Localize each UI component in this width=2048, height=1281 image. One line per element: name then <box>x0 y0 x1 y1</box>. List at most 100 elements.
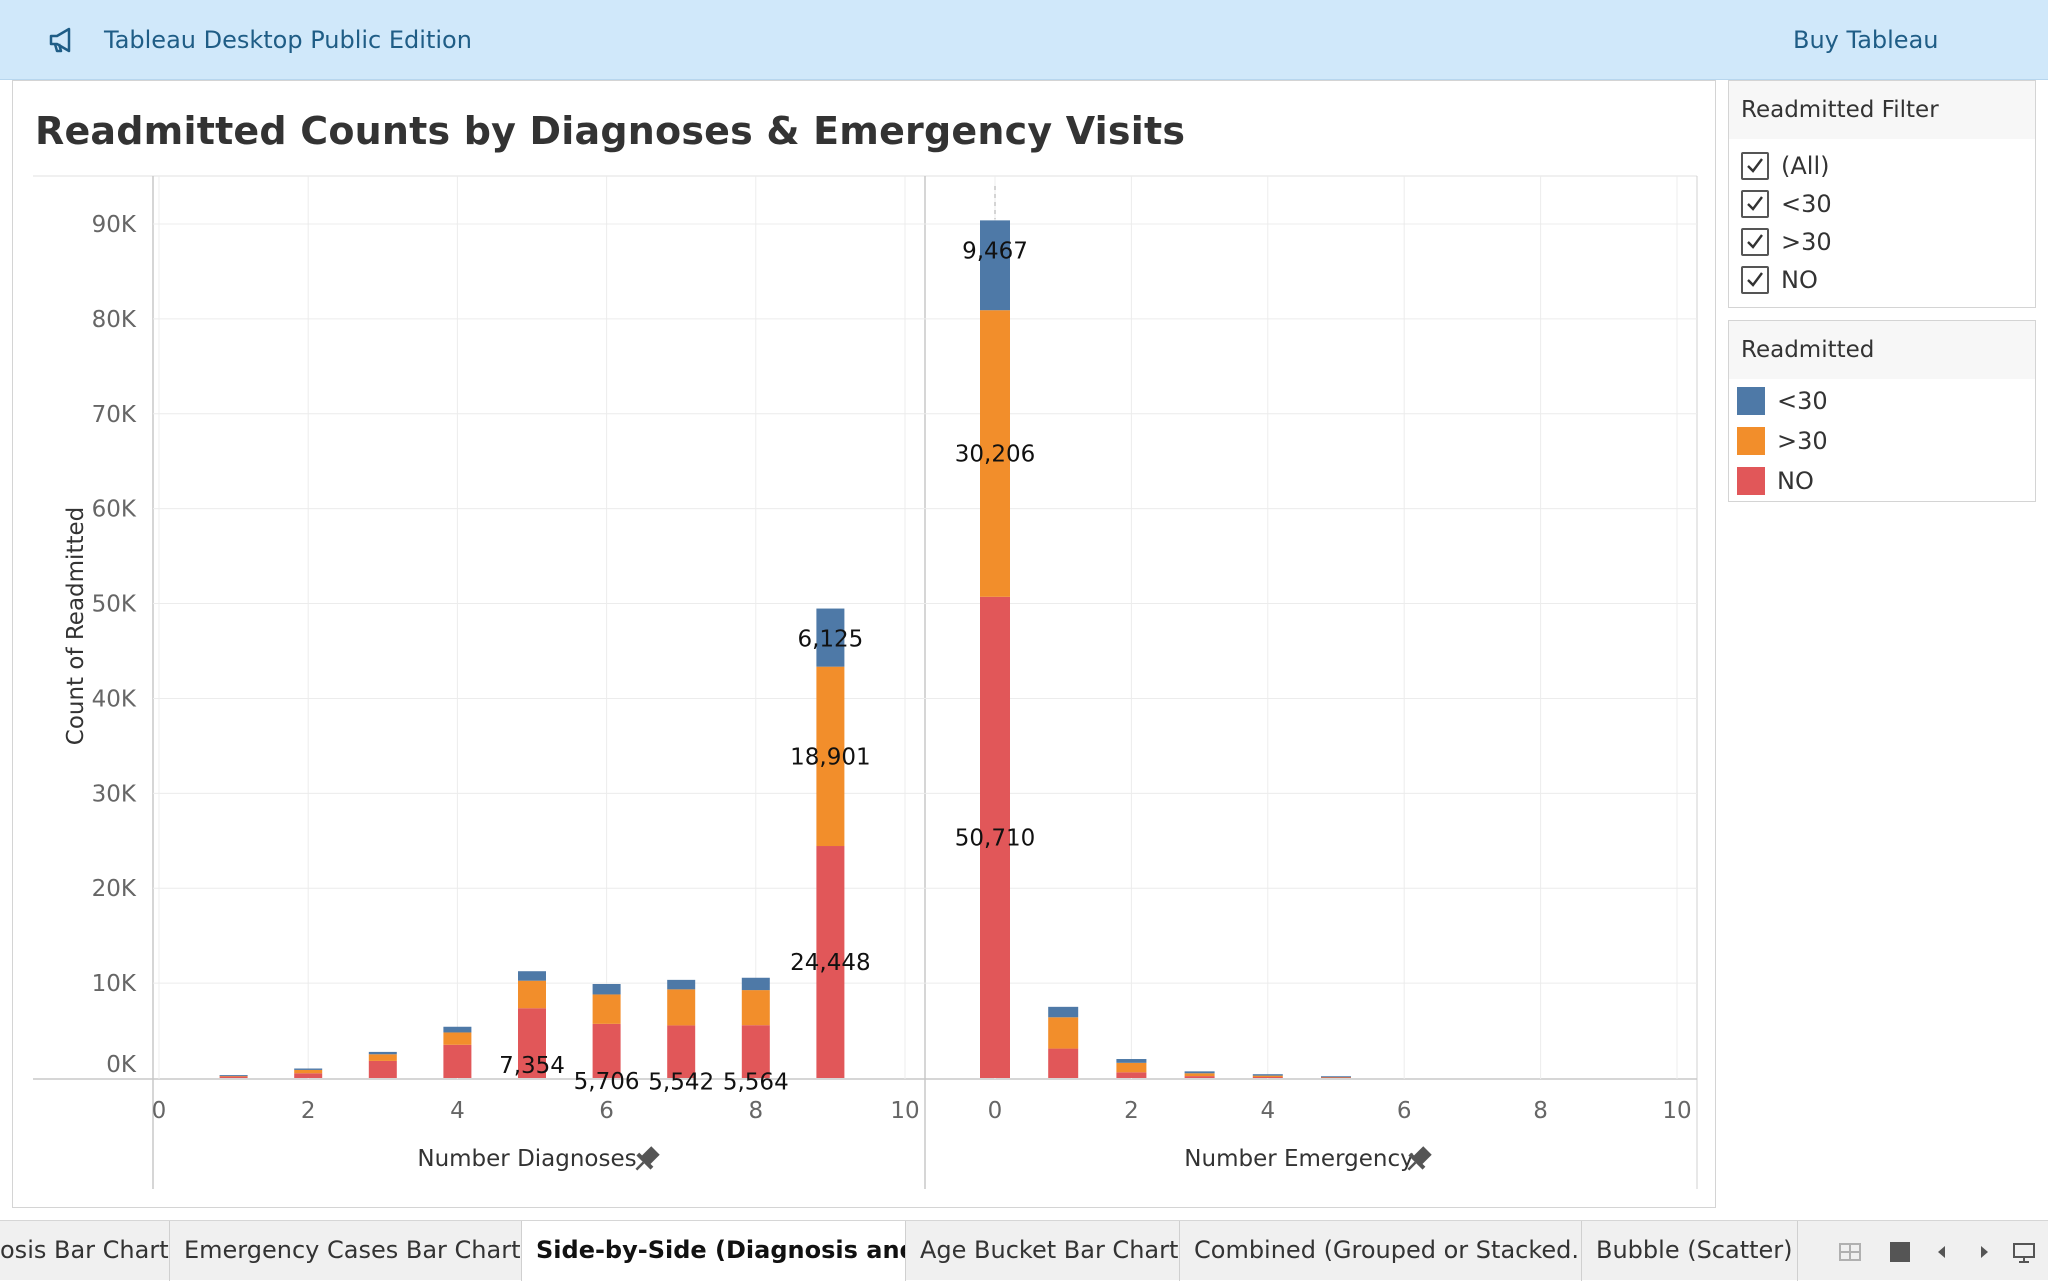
bar-segment <box>592 1023 621 1078</box>
data-label: 18,901 <box>790 744 870 770</box>
legend-swatch <box>1737 387 1765 415</box>
presentation-mode-icon[interactable] <box>2012 1240 2036 1264</box>
sheet-tab-bar: osis Bar Chart Emergency Cases Bar Chart S… <box>0 1220 2048 1281</box>
x-tick-label: 10 <box>890 1098 919 1124</box>
data-label: 30,206 <box>955 442 1035 468</box>
y-tick-label: 0K <box>106 1052 137 1078</box>
data-label: 9,467 <box>962 238 1028 264</box>
data-label: 6,125 <box>797 627 863 653</box>
readmitted-filter-panel: Readmitted Filter (All) <30 >30 NO <box>1728 80 2036 308</box>
bar-segment <box>1184 1071 1215 1074</box>
bar-segment <box>518 1008 546 1078</box>
filter-option[interactable]: <30 <box>1741 187 1832 221</box>
legend-swatch <box>1737 427 1765 455</box>
bar-segment <box>443 1044 472 1078</box>
bar-segment <box>1116 1059 1147 1063</box>
sheet-tab[interactable]: osis Bar Chart <box>0 1221 170 1281</box>
y-tick-label: 40K <box>92 686 137 712</box>
legend-label: <30 <box>1777 387 1828 415</box>
bar-segment <box>443 1032 472 1045</box>
sheet-tab[interactable]: Side-by-Side (Diagnosis and E... <box>522 1221 906 1281</box>
y-axis-title: Count of Readmitted <box>63 507 89 745</box>
prev-sheet-icon[interactable] <box>1930 1240 1954 1264</box>
chart-title: Readmitted Counts by Diagnoses & Emergen… <box>35 109 1186 153</box>
checkmark-icon <box>1747 196 1763 211</box>
bar-segment <box>667 979 696 990</box>
filter-option[interactable]: (All) <box>1741 149 1829 183</box>
x-tick-label: 4 <box>1260 1098 1275 1124</box>
bar-segment <box>1321 1076 1351 1078</box>
x-tick-label: 2 <box>1124 1098 1139 1124</box>
bar-segment <box>294 1073 323 1078</box>
bar-segment <box>1116 1072 1147 1078</box>
y-tick-label: 80K <box>92 307 137 333</box>
legend-item[interactable]: NO <box>1737 466 1814 496</box>
y-tick-label: 90K <box>92 212 137 238</box>
x-tick-label: 0 <box>988 1098 1003 1124</box>
bar-segment <box>1048 1006 1079 1018</box>
bar-segment <box>1184 1073 1215 1077</box>
legend-title: Readmitted <box>1729 321 2035 379</box>
legend-swatch <box>1737 467 1765 495</box>
pin-icon[interactable] <box>629 1143 662 1176</box>
x-tick-label: 8 <box>748 1098 763 1124</box>
x-tick-label: 10 <box>1662 1098 1691 1124</box>
readmitted-legend-panel: Readmitted <30 >30 NO <box>1728 320 2036 502</box>
data-label: 5,564 <box>723 1070 789 1096</box>
bar-segment <box>1184 1076 1215 1078</box>
filter-option-label: (All) <box>1781 152 1830 180</box>
x-axis-title: Number Diagnoses <box>417 1146 636 1172</box>
bar-segment <box>741 1025 770 1078</box>
bar-segment <box>443 1026 472 1033</box>
chart-canvas: 0K 10K 20K 30K 40K 50K 60K 70K 80K 90K Count of Re… <box>33 175 1698 1189</box>
bar-segment <box>518 980 546 1009</box>
filter-option[interactable]: NO <box>1741 263 1818 297</box>
bar-segment <box>1116 1062 1147 1073</box>
filter-option-label: NO <box>1781 266 1818 294</box>
top-bar: Tableau Desktop Public Edition Buy Table… <box>0 0 2048 80</box>
bar-segment <box>667 1025 696 1078</box>
checkbox[interactable] <box>1741 190 1769 218</box>
dashboard-sheet: Readmitted Counts by Diagnoses & Emergen… <box>12 80 1716 1208</box>
y-tick-label: 20K <box>92 876 137 902</box>
megaphone-icon[interactable] <box>46 24 78 56</box>
filter-option[interactable]: >30 <box>1741 225 1832 259</box>
single-view-icon[interactable] <box>1888 1240 1912 1264</box>
bar-segment <box>219 1076 248 1078</box>
bar-segment <box>518 971 546 981</box>
legend-item[interactable]: >30 <box>1737 426 1828 456</box>
pin-icon[interactable] <box>1401 1143 1434 1176</box>
bar-segment <box>368 1054 397 1061</box>
y-tick-label: 50K <box>92 592 137 618</box>
filter-option-label: <30 <box>1781 190 1832 218</box>
bar-segment <box>294 1068 323 1070</box>
legend-label: NO <box>1777 467 1814 495</box>
next-sheet-icon[interactable] <box>1972 1240 1996 1264</box>
data-label: 24,448 <box>790 950 870 976</box>
checkbox[interactable] <box>1741 152 1769 180</box>
grid-view-icon[interactable] <box>1838 1240 1862 1264</box>
sheet-tab[interactable]: Combined (Grouped or Stacked... <box>1180 1221 1582 1281</box>
sheet-tab[interactable]: Bubble (Scatter) C <box>1582 1221 1798 1281</box>
bar-segment <box>1252 1075 1283 1078</box>
x-tick-label: 6 <box>1397 1098 1412 1124</box>
bar-segment <box>816 846 845 1078</box>
sheet-tab[interactable]: Age Bucket Bar Chart <box>906 1221 1180 1281</box>
checkmark-icon <box>1747 234 1763 249</box>
y-tick-label: 30K <box>92 781 137 807</box>
legend-item[interactable]: <30 <box>1737 386 1828 416</box>
bar-segment <box>1048 1048 1079 1078</box>
bar-segment <box>1252 1077 1283 1078</box>
sheet-tab[interactable]: Emergency Cases Bar Chart <box>170 1221 522 1281</box>
bar-segment <box>741 990 770 1026</box>
filter-title: Readmitted Filter <box>1729 81 2035 139</box>
checkbox[interactable] <box>1741 228 1769 256</box>
x-tick-label: 6 <box>599 1098 614 1124</box>
filter-option-label: >30 <box>1781 228 1832 256</box>
bar-segment <box>219 1075 248 1077</box>
bar-segment <box>667 989 696 1026</box>
buy-tableau-link[interactable]: Buy Tableau <box>1793 26 1939 54</box>
x-tick-label: 4 <box>450 1098 465 1124</box>
checkbox[interactable] <box>1741 266 1769 294</box>
bar-segment <box>816 608 845 667</box>
